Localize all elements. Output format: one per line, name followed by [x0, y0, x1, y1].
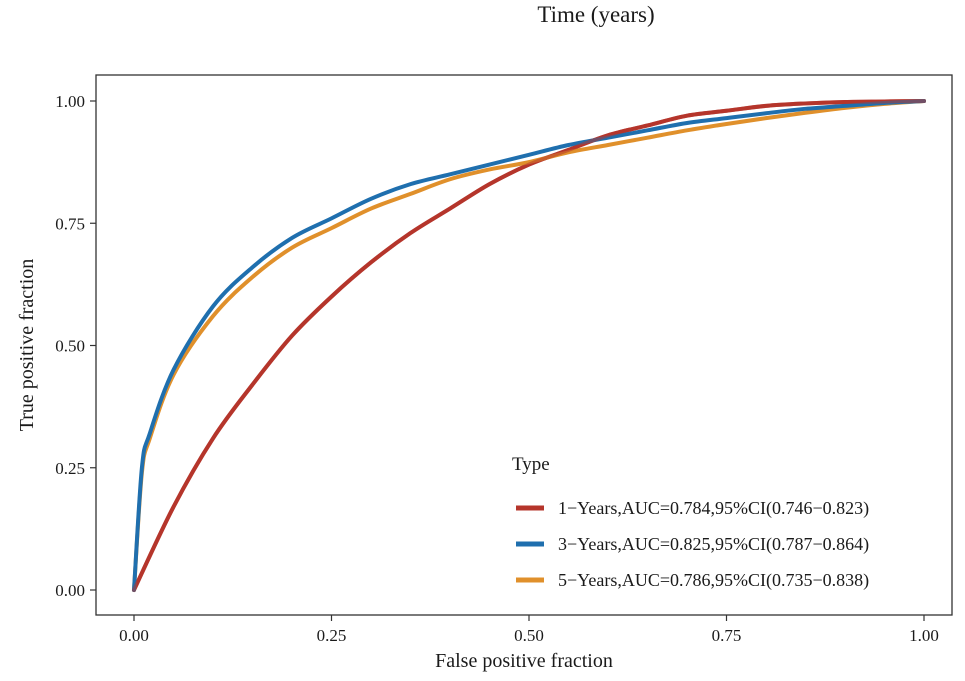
- axis-ticks: 0.00 0.25 0.50 0.75 1.00 0.00 0.25 0.50 0.75 1.00: [55, 92, 939, 645]
- legend-items: 1−Years,AUC=0.784,95%CI(0.746−0.823) 3−Ye…: [516, 498, 869, 591]
- chart-title: Time (years): [537, 2, 654, 27]
- y-tick-label: 1.00: [55, 92, 85, 111]
- roc-curve-series-2: [132, 99, 926, 592]
- x-tick-label: 0.50: [514, 626, 544, 645]
- legend-title: Type: [512, 454, 550, 475]
- roc-curve-series-1: [132, 99, 926, 592]
- roc-curves: [132, 99, 926, 592]
- legend: Type 1−Years,AUC=0.784,95%CI(0.746−0.823…: [512, 454, 869, 591]
- legend-label-series-3: 5−Years,AUC=0.786,95%CI(0.735−0.838): [558, 570, 869, 591]
- x-tick-label: 0.25: [317, 626, 347, 645]
- x-tick-label: 0.75: [712, 626, 742, 645]
- legend-label-series-1: 1−Years,AUC=0.784,95%CI(0.746−0.823): [558, 498, 869, 519]
- y-tick-label: 0.75: [55, 214, 85, 233]
- y-tick-label: 0.50: [55, 337, 85, 356]
- x-tick-label: 0.00: [119, 626, 149, 645]
- x-axis-title: False positive fraction: [435, 650, 613, 672]
- x-tick-label: 1.00: [909, 626, 939, 645]
- y-tick-label: 0.25: [55, 459, 85, 478]
- y-tick-label: 0.00: [55, 581, 85, 600]
- y-axis-title: True positive fraction: [16, 259, 38, 432]
- roc-curve-series-3: [132, 99, 926, 592]
- legend-label-series-2: 3−Years,AUC=0.825,95%CI(0.787−0.864): [558, 534, 869, 555]
